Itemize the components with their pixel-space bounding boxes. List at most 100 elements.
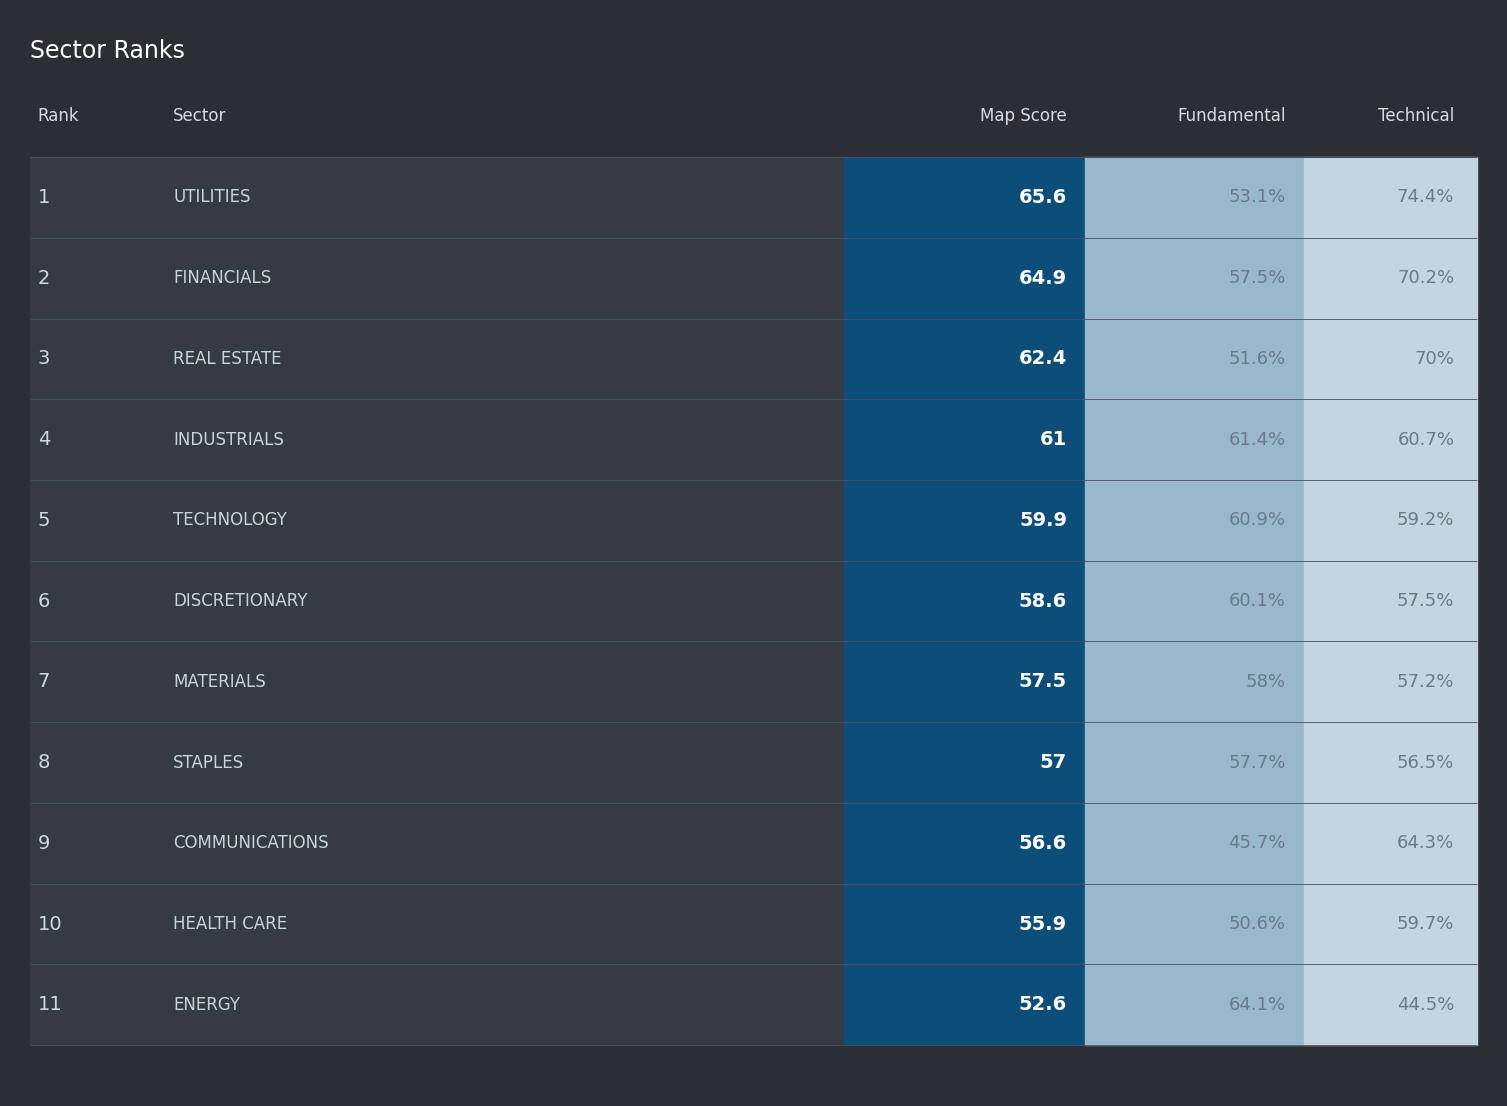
Bar: [30, 884, 844, 964]
Bar: [1085, 480, 1304, 561]
Bar: [844, 641, 1085, 722]
Bar: [1304, 803, 1477, 884]
Bar: [30, 480, 844, 561]
Text: 57: 57: [1040, 753, 1067, 772]
Text: INDUSTRIALS: INDUSTRIALS: [173, 430, 285, 449]
Bar: [1304, 884, 1477, 964]
Bar: [844, 157, 1085, 238]
Bar: [1085, 722, 1304, 803]
Bar: [1304, 480, 1477, 561]
Text: Sector Ranks: Sector Ranks: [30, 39, 185, 63]
Bar: [844, 722, 1085, 803]
Bar: [844, 884, 1085, 964]
Text: 65.6: 65.6: [1019, 188, 1067, 207]
Text: Fundamental: Fundamental: [1177, 107, 1285, 125]
Bar: [1085, 641, 1304, 722]
Bar: [1085, 157, 1304, 238]
Text: 70%: 70%: [1415, 349, 1454, 368]
Text: Technical: Technical: [1377, 107, 1454, 125]
Text: 5: 5: [38, 511, 50, 530]
Text: UTILITIES: UTILITIES: [173, 188, 250, 207]
Text: 64.1%: 64.1%: [1228, 995, 1285, 1014]
Bar: [30, 964, 844, 1045]
Text: 70.2%: 70.2%: [1397, 269, 1454, 288]
Text: 2: 2: [38, 269, 50, 288]
Bar: [1085, 803, 1304, 884]
Text: 11: 11: [38, 995, 62, 1014]
Bar: [30, 722, 844, 803]
Text: 59.9: 59.9: [1019, 511, 1067, 530]
Text: 1: 1: [38, 188, 50, 207]
Bar: [1304, 722, 1477, 803]
Text: REAL ESTATE: REAL ESTATE: [173, 349, 282, 368]
Bar: [844, 964, 1085, 1045]
Text: 3: 3: [38, 349, 50, 368]
Bar: [844, 319, 1085, 399]
Text: DISCRETIONARY: DISCRETIONARY: [173, 592, 307, 611]
Text: 10: 10: [38, 915, 62, 933]
Text: 56.6: 56.6: [1019, 834, 1067, 853]
Text: 64.9: 64.9: [1019, 269, 1067, 288]
Text: FINANCIALS: FINANCIALS: [173, 269, 271, 288]
Text: COMMUNICATIONS: COMMUNICATIONS: [173, 834, 329, 853]
Text: 53.1%: 53.1%: [1228, 188, 1285, 207]
Bar: [1085, 319, 1304, 399]
Text: ENERGY: ENERGY: [173, 995, 240, 1014]
Bar: [1304, 964, 1477, 1045]
Bar: [30, 157, 844, 238]
Bar: [1085, 399, 1304, 480]
Text: 8: 8: [38, 753, 50, 772]
Text: MATERIALS: MATERIALS: [173, 672, 267, 691]
Text: 57.7%: 57.7%: [1228, 753, 1285, 772]
Text: 56.5%: 56.5%: [1397, 753, 1454, 772]
Text: 45.7%: 45.7%: [1228, 834, 1285, 853]
Bar: [30, 238, 844, 319]
Bar: [1304, 641, 1477, 722]
Text: 9: 9: [38, 834, 50, 853]
Text: 57.5%: 57.5%: [1397, 592, 1454, 611]
Bar: [844, 803, 1085, 884]
Text: 57.5: 57.5: [1019, 672, 1067, 691]
Text: HEALTH CARE: HEALTH CARE: [173, 915, 288, 933]
Text: 59.2%: 59.2%: [1397, 511, 1454, 530]
Text: 7: 7: [38, 672, 50, 691]
Bar: [844, 561, 1085, 641]
Bar: [844, 399, 1085, 480]
Text: 58.6: 58.6: [1019, 592, 1067, 611]
Text: 61: 61: [1040, 430, 1067, 449]
Text: STAPLES: STAPLES: [173, 753, 244, 772]
Bar: [1304, 319, 1477, 399]
Text: 52.6: 52.6: [1019, 995, 1067, 1014]
Text: 64.3%: 64.3%: [1397, 834, 1454, 853]
Bar: [30, 561, 844, 641]
Bar: [844, 238, 1085, 319]
Text: Map Score: Map Score: [980, 107, 1067, 125]
Text: 60.9%: 60.9%: [1228, 511, 1285, 530]
Text: 60.7%: 60.7%: [1397, 430, 1454, 449]
Text: 4: 4: [38, 430, 50, 449]
Bar: [1304, 238, 1477, 319]
Text: 51.6%: 51.6%: [1228, 349, 1285, 368]
Bar: [30, 319, 844, 399]
Text: 59.7%: 59.7%: [1397, 915, 1454, 933]
Text: 50.6%: 50.6%: [1228, 915, 1285, 933]
Text: 61.4%: 61.4%: [1228, 430, 1285, 449]
Text: 60.1%: 60.1%: [1228, 592, 1285, 611]
Text: 55.9: 55.9: [1019, 915, 1067, 933]
Bar: [1085, 561, 1304, 641]
Text: 58%: 58%: [1245, 672, 1285, 691]
Bar: [844, 480, 1085, 561]
Text: Rank: Rank: [38, 107, 80, 125]
Text: 74.4%: 74.4%: [1397, 188, 1454, 207]
Bar: [1304, 561, 1477, 641]
Text: 6: 6: [38, 592, 50, 611]
Bar: [1085, 238, 1304, 319]
Bar: [1085, 884, 1304, 964]
Text: Sector: Sector: [173, 107, 226, 125]
Bar: [30, 399, 844, 480]
Bar: [30, 641, 844, 722]
Text: TECHNOLOGY: TECHNOLOGY: [173, 511, 288, 530]
Bar: [1085, 964, 1304, 1045]
Bar: [1304, 157, 1477, 238]
Bar: [1304, 399, 1477, 480]
